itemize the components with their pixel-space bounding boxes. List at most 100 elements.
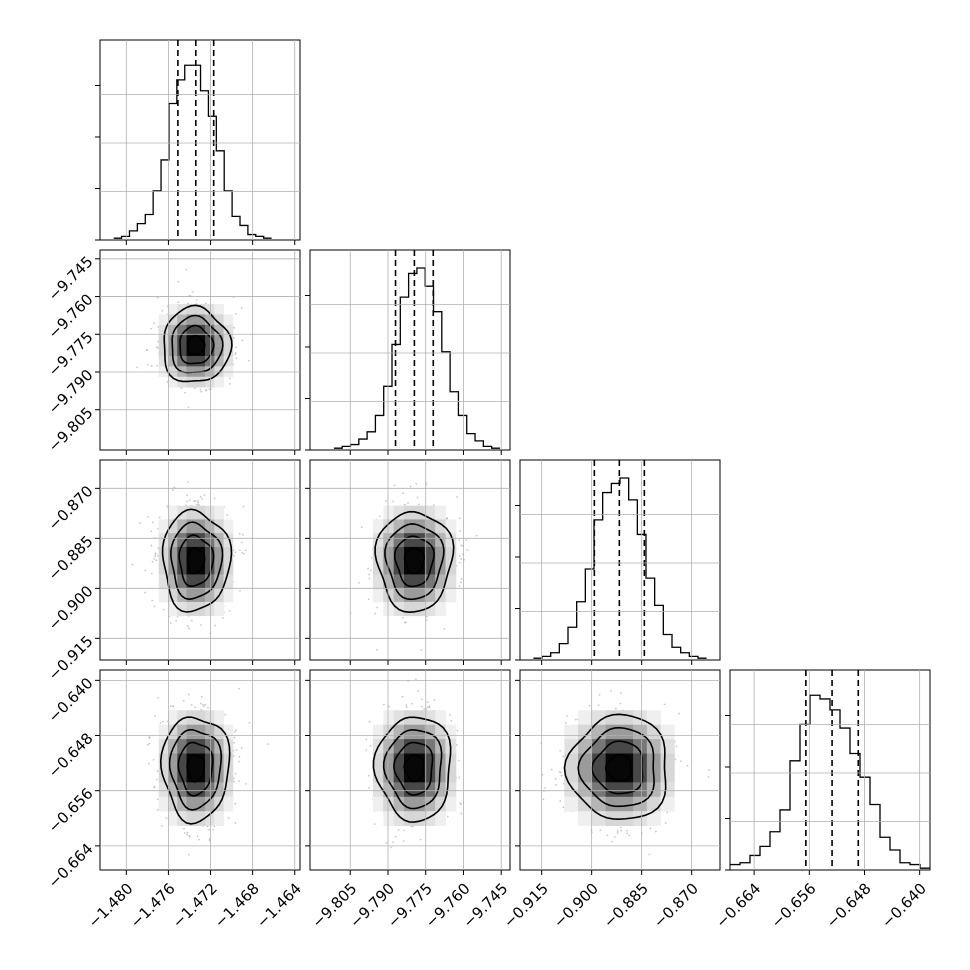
- scatter-point: [155, 778, 158, 781]
- density-cell: [372, 796, 384, 812]
- scatter-point: [663, 703, 666, 706]
- scatter-point: [197, 500, 200, 502]
- density-cell: [214, 324, 224, 336]
- scatter-point: [392, 841, 395, 843]
- scatter-point: [235, 749, 238, 751]
- scatter-point: [416, 496, 419, 499]
- scatter-point: [654, 830, 657, 833]
- density-cell: [404, 782, 415, 798]
- panel-frame: [729, 669, 931, 871]
- density-cell: [578, 710, 593, 726]
- density-cell: [214, 546, 224, 562]
- density-cell: [578, 739, 593, 754]
- density-cell: [383, 601, 395, 617]
- scatter-point: [214, 624, 216, 627]
- density-cell: [205, 767, 215, 783]
- panel-frame: [99, 459, 301, 661]
- x-tick-label: −1.468: [211, 880, 263, 932]
- density-cell: [372, 767, 384, 783]
- scatter-point: [171, 489, 174, 492]
- scatter-point: [458, 776, 461, 779]
- density-cell: [660, 782, 675, 798]
- density-cell: [393, 767, 405, 783]
- panel-frame: [309, 459, 511, 661]
- x-tick-label: −1.464: [253, 880, 305, 932]
- scatter-point: [367, 567, 369, 570]
- scatter-point: [205, 388, 208, 391]
- scatter-point: [368, 577, 371, 580]
- density-cell: [372, 546, 384, 562]
- density-cell: [633, 753, 648, 769]
- density-cell: [383, 782, 395, 798]
- scatter-point: [186, 831, 189, 834]
- scatter-point: [233, 755, 235, 757]
- density-cell: [223, 739, 234, 754]
- density-cell: [414, 560, 426, 575]
- scatter-panel-2-3: [519, 669, 721, 871]
- histogram-panel-1: [309, 249, 511, 451]
- density-cell: [177, 546, 187, 562]
- scatter-point: [707, 775, 710, 778]
- contour-line: [170, 521, 224, 600]
- density-cell: [168, 811, 178, 826]
- density-cell: [214, 314, 224, 326]
- density-cell: [424, 601, 436, 617]
- density-cell: [177, 533, 187, 548]
- scatter-point: [233, 736, 236, 739]
- scatter-point: [686, 765, 689, 767]
- contour-line: [384, 523, 445, 601]
- scatter-point: [200, 695, 203, 698]
- y-tick-label: −0.900: [45, 582, 97, 634]
- density-cell: [158, 796, 169, 812]
- density-cell: [424, 753, 436, 769]
- scatter-point: [196, 503, 198, 506]
- scatter-point: [411, 702, 413, 705]
- density-cell: [223, 533, 234, 548]
- density-cell: [435, 796, 446, 812]
- density-cell: [186, 376, 197, 388]
- scatter-point: [157, 527, 160, 530]
- density-cell: [177, 519, 187, 534]
- density-cell: [393, 796, 405, 812]
- density-cell: [223, 345, 234, 357]
- density-cell: [435, 519, 446, 534]
- density-cell: [445, 782, 457, 798]
- scatter-point: [162, 720, 164, 723]
- scatter-point: [365, 749, 368, 752]
- density-cell: [205, 376, 215, 388]
- density-cell: [158, 345, 169, 357]
- scatter-point: [185, 268, 188, 271]
- density-cell: [372, 753, 384, 769]
- scatter-point: [162, 608, 165, 611]
- density-cell: [414, 753, 426, 769]
- scatter-point: [146, 743, 149, 746]
- scatter-point: [560, 774, 563, 777]
- density-cell: [633, 739, 648, 754]
- density-cell: [414, 782, 426, 798]
- scatter-point: [240, 747, 243, 750]
- panel-frame: [99, 669, 301, 871]
- y-tick-label: −0.648: [45, 729, 97, 781]
- scatter-point: [405, 704, 408, 707]
- histogram-panel-2: [519, 459, 721, 661]
- density-cell: [424, 574, 436, 589]
- scatter-point: [370, 556, 373, 559]
- scatter-point: [190, 619, 193, 622]
- scatter-point: [193, 500, 196, 503]
- density-cell: [605, 767, 620, 783]
- density-cell: [186, 811, 197, 826]
- panel-frame: [309, 669, 511, 871]
- density-cell: [158, 355, 169, 367]
- density-cell: [591, 796, 606, 812]
- density-cell: [205, 601, 215, 617]
- scatter-point: [419, 838, 422, 841]
- density-cell: [223, 546, 234, 562]
- density-cell: [214, 782, 224, 798]
- y-tick-label: −0.656: [45, 785, 97, 837]
- scatter-point: [620, 692, 622, 694]
- density-cell: [186, 355, 197, 367]
- scatter-point: [544, 787, 546, 789]
- histogram-panel-3: [729, 669, 931, 871]
- density-cell: [186, 601, 197, 617]
- density-cell: [158, 767, 169, 783]
